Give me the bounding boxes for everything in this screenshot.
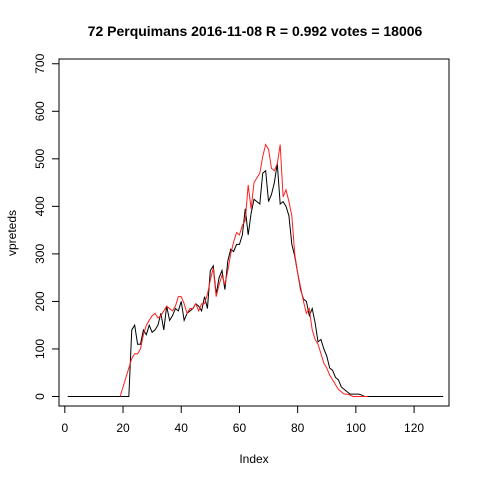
y-tick-label: 100 <box>33 339 47 359</box>
x-tick-label: 20 <box>116 421 130 435</box>
y-tick-label: 400 <box>33 196 47 216</box>
y-axis-title: vpreteds <box>5 210 19 256</box>
plot-frame <box>58 58 450 407</box>
x-tick-label: 60 <box>233 421 247 435</box>
y-tick-label: 600 <box>33 101 47 121</box>
y-axis: 0 100 200 300 400 500 600 700 <box>33 53 60 400</box>
y-tick-label: 700 <box>33 53 47 73</box>
x-tick-label: 100 <box>346 421 366 435</box>
x-tick-label: 0 <box>61 421 68 435</box>
y-tick-label: 500 <box>33 148 47 168</box>
x-axis-title: Index <box>239 452 268 466</box>
plot-lines <box>67 143 444 397</box>
x-tick-label: 120 <box>404 421 424 435</box>
chart-title: 72 Perquimans 2016-11-08 R = 0.992 votes… <box>88 23 423 39</box>
series-line-1 <box>67 163 444 397</box>
x-tick-label: 40 <box>175 421 189 435</box>
y-tick-label: 200 <box>33 291 47 311</box>
x-axis: 0 20 40 60 80 100 120 <box>61 405 424 435</box>
x-tick-label: 80 <box>291 421 305 435</box>
y-tick-label: 0 <box>33 393 47 400</box>
y-tick-label: 300 <box>33 244 47 264</box>
series-line-2 <box>119 143 368 397</box>
